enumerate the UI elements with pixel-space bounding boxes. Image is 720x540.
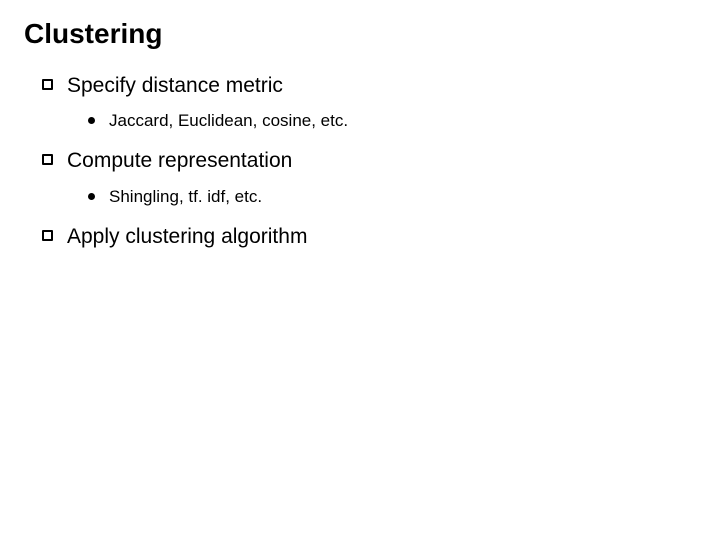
sub-list-item-text: Shingling, tf. idf, etc.: [109, 186, 262, 209]
sub-list-item: Jaccard, Euclidean, cosine, etc.: [88, 110, 696, 133]
dot-bullet-icon: [88, 193, 95, 200]
bullet-list: Specify distance metric Jaccard, Euclide…: [24, 72, 696, 251]
list-item-text: Compute representation: [67, 147, 292, 175]
list-item: Compute representation: [42, 147, 696, 175]
sub-list-item: Shingling, tf. idf, etc.: [88, 186, 696, 209]
list-item: Apply clustering algorithm: [42, 223, 696, 251]
sub-list-item-text: Jaccard, Euclidean, cosine, etc.: [109, 110, 348, 133]
hollow-square-bullet-icon: [42, 154, 53, 165]
list-item: Specify distance metric: [42, 72, 696, 100]
list-item-text: Apply clustering algorithm: [67, 223, 307, 251]
hollow-square-bullet-icon: [42, 79, 53, 90]
list-item-text: Specify distance metric: [67, 72, 283, 100]
hollow-square-bullet-icon: [42, 230, 53, 241]
dot-bullet-icon: [88, 117, 95, 124]
slide-title: Clustering: [24, 18, 696, 50]
